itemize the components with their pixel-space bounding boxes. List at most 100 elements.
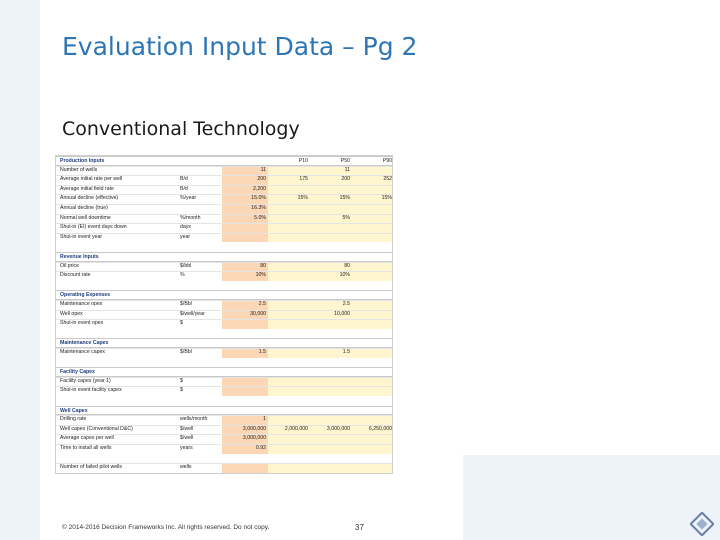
p10-value <box>268 434 310 444</box>
row-label: Facility capex (year 1) <box>60 377 111 384</box>
p10-value <box>268 166 310 176</box>
blank-row <box>56 328 392 339</box>
row-unit: years <box>180 445 193 451</box>
p90-value <box>352 348 392 358</box>
row-label: Cost of a failed pilot well (D&C) <box>56 473 178 474</box>
grid-line <box>56 415 392 417</box>
input-value: 3,000,000 <box>242 435 266 442</box>
p10-value <box>268 271 310 281</box>
row-label: Well Capex <box>60 407 88 414</box>
p50-value <box>310 233 352 243</box>
decorative-block <box>463 455 720 540</box>
input-value: 16.3% <box>251 205 266 211</box>
p90-value <box>352 300 392 310</box>
table-row: Maintenance opex $/Bbl 2.5 2.5 <box>56 300 392 310</box>
p50-value <box>310 473 352 474</box>
row-label: Number of wells <box>60 166 98 173</box>
grid-line <box>56 194 392 196</box>
row-label: Production Inputs <box>60 158 105 164</box>
table-row: Number of wells 11 11 <box>56 166 392 176</box>
row-label: Normal well downtime <box>60 214 111 221</box>
row-unit: B/d <box>180 185 188 192</box>
p50-value: 3,000,000 <box>326 425 350 432</box>
section-header-row: Well Capex <box>56 405 392 416</box>
table-row: Normal well downtime %/month 5.0% 5% <box>56 214 392 224</box>
spreadsheet-table: Production Inputs P10 P50 P90 Number of well… <box>55 155 393 474</box>
table-row: Drilling rate wells/month 1 <box>56 415 392 425</box>
left-accent-strip <box>0 0 40 540</box>
row-unit: %/year <box>180 195 197 202</box>
row-label: Facility Capex <box>60 369 95 376</box>
page-title: Evaluation Input Data – Pg 2 <box>62 32 418 61</box>
input-value: 11 <box>260 166 266 173</box>
row-label: Shut-in (EI) event days down <box>60 224 127 231</box>
input-value: 3,000,000 <box>242 425 266 432</box>
section-header-row: Operating Expenses <box>56 290 392 300</box>
row-label: Discount rate <box>60 272 91 279</box>
p50-value <box>310 415 352 425</box>
p90-value <box>352 204 392 214</box>
input-value: 15.0% <box>251 195 266 202</box>
row-label: Revenue Inputs <box>60 254 99 260</box>
p10-value <box>268 262 310 272</box>
p10-value: P10 <box>298 158 308 164</box>
p10-value <box>268 377 310 387</box>
grid-line <box>56 204 392 205</box>
row-unit: $/bbl <box>180 262 192 269</box>
row-unit: wells <box>180 464 192 471</box>
p10-value <box>268 415 310 425</box>
section-header-row: Facility Capex <box>56 367 392 377</box>
row-label: Well opex <box>60 310 83 317</box>
table-row: Shut-in (EI) event days down days <box>56 223 392 233</box>
input-value <box>222 377 268 387</box>
p10-value <box>268 214 310 224</box>
p90-value <box>352 214 392 224</box>
p50-value <box>310 319 352 329</box>
row-label: Oil price <box>60 262 80 269</box>
table-row: Shut-in event facility capex $ <box>56 386 392 396</box>
row-unit: % <box>180 272 185 279</box>
row-label: Drilling rate <box>60 416 87 423</box>
grid-line <box>56 463 392 465</box>
p50-value: 80 <box>344 262 350 269</box>
grid-line <box>56 261 392 263</box>
section-header-row: Revenue Inputs <box>56 252 392 262</box>
grid-line <box>56 175 392 177</box>
p90-value <box>352 262 392 272</box>
table-row: Well opex $/well/year 30,000 10,000 <box>56 310 392 320</box>
p10-value <box>268 386 310 396</box>
row-unit: $/well/year <box>180 310 205 317</box>
row-label: Shut-in event facility capex <box>60 387 122 394</box>
p90-value <box>352 473 392 474</box>
row-label: Average capex per well <box>60 435 114 442</box>
table-row: Number of failed pilot wells wells <box>56 463 392 473</box>
p10-value <box>268 319 310 329</box>
row-unit: $/Bbl <box>180 301 192 307</box>
p50-value: 2.5 <box>342 301 350 307</box>
grid-line <box>56 309 392 311</box>
row-label: Maintenance opex <box>60 301 103 307</box>
row-label: Annual decline (effective) <box>60 195 119 202</box>
p50-value: P50 <box>340 158 350 164</box>
grid-line <box>56 271 392 273</box>
p90-value <box>352 166 392 176</box>
row-unit: $/well <box>178 473 222 474</box>
row-unit <box>178 166 222 176</box>
p10-value: 15% <box>297 195 308 202</box>
input-value <box>222 233 268 243</box>
p90-value <box>352 415 392 425</box>
p50-value <box>310 434 352 444</box>
p50-value: 10% <box>339 272 350 279</box>
grid-line <box>56 213 392 215</box>
p90-value <box>352 463 392 473</box>
row-unit: $ <box>180 387 183 394</box>
p90-value <box>352 185 392 195</box>
p90-value: 6,250,000 <box>368 425 392 432</box>
input-value <box>222 463 268 473</box>
row-unit: year <box>180 233 191 240</box>
table-row: Annual decline (effective) %/year 15.0% 15%… <box>56 194 392 204</box>
p10-value: 2,000,000 <box>284 425 308 432</box>
p90-value <box>352 223 392 233</box>
row-label: Operating Expenses <box>60 292 111 299</box>
row-unit: days <box>180 224 191 231</box>
